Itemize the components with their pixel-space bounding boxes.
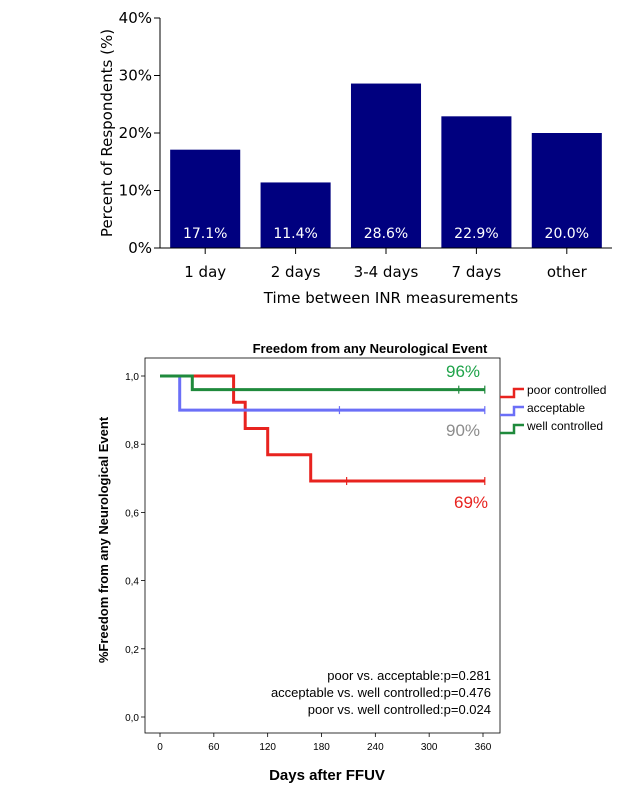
km-plot-frame xyxy=(144,357,501,734)
km-x-tick-label: 0 xyxy=(157,742,163,753)
km-x-tick-label: 120 xyxy=(259,742,276,753)
km-x-tick-label: 240 xyxy=(367,742,384,753)
bar-y-tick-label: 0% xyxy=(128,239,152,257)
annotation-90: 90% xyxy=(446,421,480,440)
legend-label-poor: poor controlled xyxy=(527,383,606,397)
bar-x-tick-label: 7 days xyxy=(452,263,502,281)
km-y-tick-label: 0,0 xyxy=(125,713,139,724)
km-legend: poor controlled acceptable well controll… xyxy=(500,383,606,435)
p-value-2: acceptable vs. well controlled:p=0.476 xyxy=(271,685,491,700)
bar-data-label: 17.1% xyxy=(183,226,227,242)
km-x-axis-label: Days after FFUV xyxy=(269,767,385,784)
km-y-ticks: 0,0 0,2 0,4 0,6 0,8 1,0 xyxy=(125,372,145,724)
km-title: Freedom from any Neurological Event xyxy=(253,341,488,356)
bar-x-axis-label: Time between INR measurements xyxy=(263,289,519,307)
bar-data-label: 28.6% xyxy=(364,226,408,242)
legend-line-acceptable xyxy=(500,405,524,417)
bar-x-tick-label: 1 day xyxy=(184,263,226,281)
km-y-tick-label: 0,2 xyxy=(125,645,139,656)
km-x-ticks: 0 60 120 180 240 300 360 xyxy=(157,733,492,753)
km-series-line xyxy=(160,374,485,412)
km-y-tick-label: 0,6 xyxy=(125,508,139,519)
bar xyxy=(350,83,422,248)
bar-y-tick-label: 20% xyxy=(119,124,152,142)
km-y-axis-label: %Freedom from any Neurological Event xyxy=(96,416,111,663)
annotation-69: 69% xyxy=(454,493,488,512)
km-chart: Freedom from any Neurological Event 0,00… xyxy=(96,341,606,784)
bar-x-ticks: 1 day 2 days 3-4 days 7 days other xyxy=(184,248,588,281)
bar-x-tick-label: other xyxy=(547,263,588,281)
p-value-1: poor vs. acceptable:p=0.281 xyxy=(327,668,491,683)
km-x-tick-label: 180 xyxy=(313,742,330,753)
km-x-tick-label: 360 xyxy=(475,742,492,753)
km-series xyxy=(160,374,486,486)
bar-y-ticks: 0% 10% 20% 30% 40% xyxy=(119,9,160,257)
bar xyxy=(260,182,331,248)
bar-x-tick-label: 3-4 days xyxy=(354,263,419,281)
legend-line-well xyxy=(500,423,524,435)
bar-y-tick-label: 10% xyxy=(119,182,152,200)
bar-data-label: 11.4% xyxy=(273,226,317,242)
km-y-tick-label: 0,4 xyxy=(125,577,139,588)
bar-data-label: 20.0% xyxy=(545,226,589,242)
km-y-tick-label: 1,0 xyxy=(125,372,139,383)
km-series-line xyxy=(160,374,485,483)
annotation-96: 96% xyxy=(446,362,480,381)
km-x-tick-label: 300 xyxy=(421,742,438,753)
bar-bars: 17.1% 11.4% 28.6% 22.9% 20.0% xyxy=(170,83,602,248)
legend-label-well: well controlled xyxy=(526,419,603,433)
bar-y-tick-label: 30% xyxy=(119,67,152,85)
km-y-tick-label: 0,8 xyxy=(125,440,139,451)
p-value-3: poor vs. well controlled:p=0.024 xyxy=(308,702,491,717)
bar-data-label: 22.9% xyxy=(454,226,498,242)
bar xyxy=(170,149,241,248)
legend-label-acceptable: acceptable xyxy=(527,401,585,415)
legend-line-poor xyxy=(500,387,524,399)
km-series-line xyxy=(160,374,485,392)
bar-chart: 0% 10% 20% 30% 40% 17.1% 11.4% 28.6% 22.9% 20.0%… xyxy=(98,9,612,307)
bar-x-tick-label: 2 days xyxy=(271,263,321,281)
bar-y-axis-label: Percent of Respondents (%) xyxy=(98,29,116,237)
bar-y-tick-label: 40% xyxy=(119,9,152,27)
bar xyxy=(441,116,512,248)
bar xyxy=(531,133,602,248)
km-x-tick-label: 60 xyxy=(208,742,220,753)
